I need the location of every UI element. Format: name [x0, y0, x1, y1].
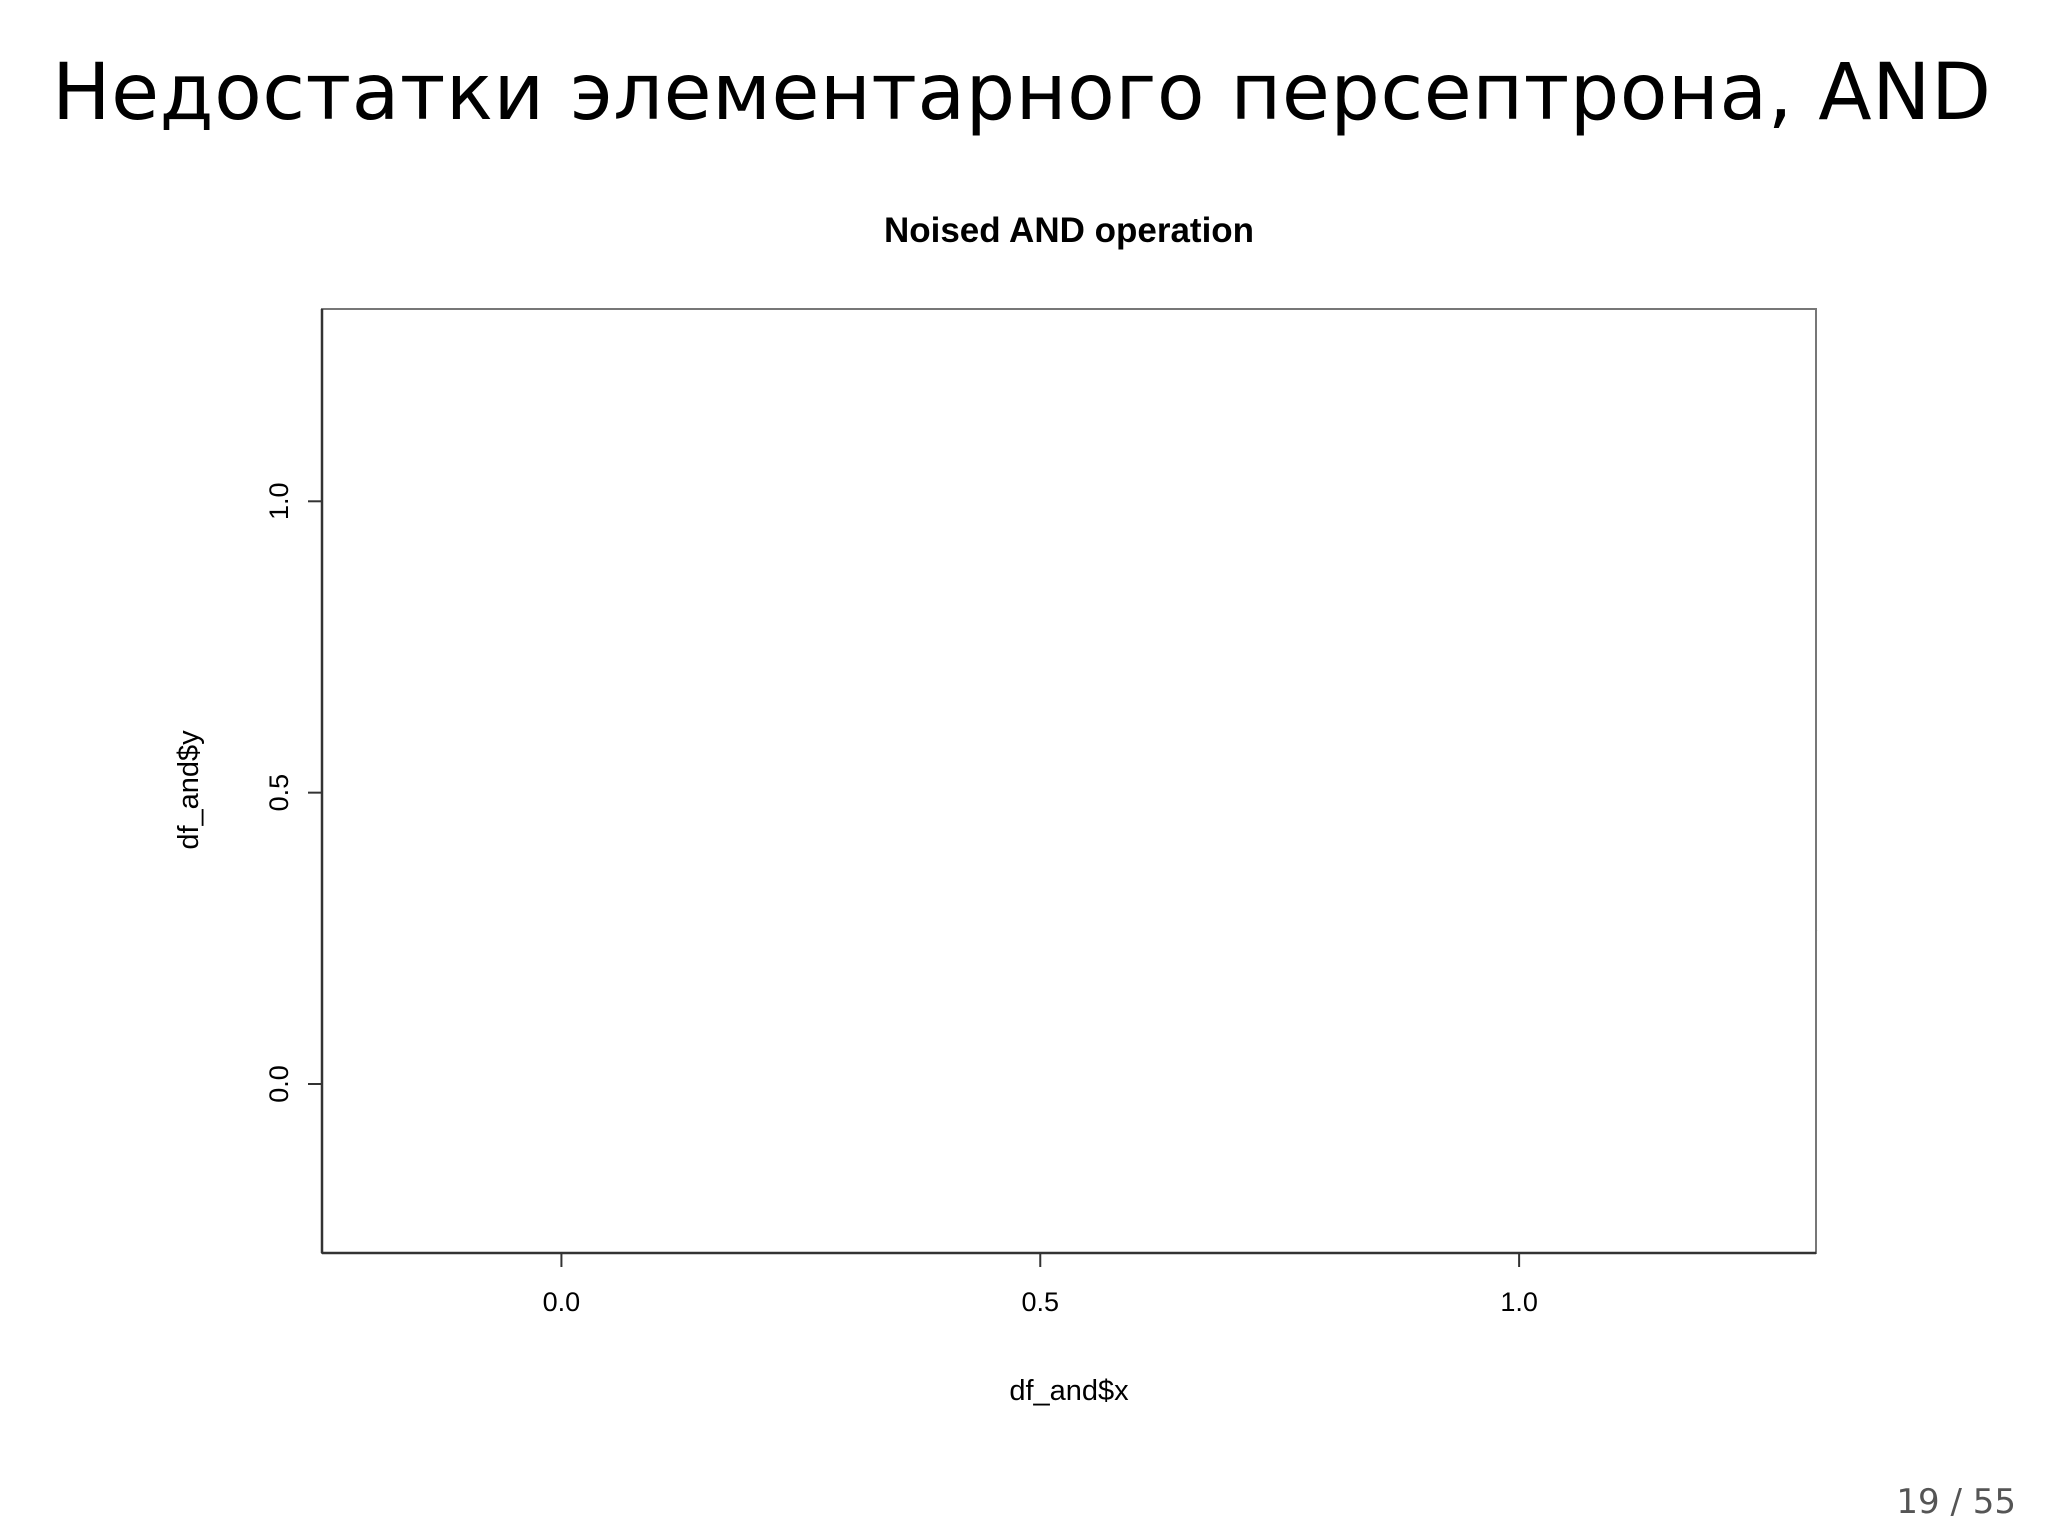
x-tick-label: 1.0 [1500, 1287, 1538, 1317]
y-tick-label: 0.5 [264, 774, 294, 812]
slide-title: Недостатки элементарного персептрона, AN… [52, 48, 1992, 138]
y-axis-label: df_and$y [173, 730, 205, 850]
y-tick-label: 0.0 [264, 1065, 294, 1103]
x-tick-label: 0.5 [1021, 1287, 1059, 1317]
x-tick-label: 0.0 [543, 1287, 581, 1317]
y-tick-label: 1.0 [264, 483, 294, 521]
chart-title: Noised AND operation [884, 211, 1254, 250]
x-axis-label: df_and$x [1009, 1375, 1129, 1407]
plot-frame [321, 308, 1817, 1254]
page-number: 19 / 55 [1896, 1482, 2016, 1522]
axes: 0.0 0.5 1.0 0.0 0.5 1.0 [264, 308, 1817, 1317]
